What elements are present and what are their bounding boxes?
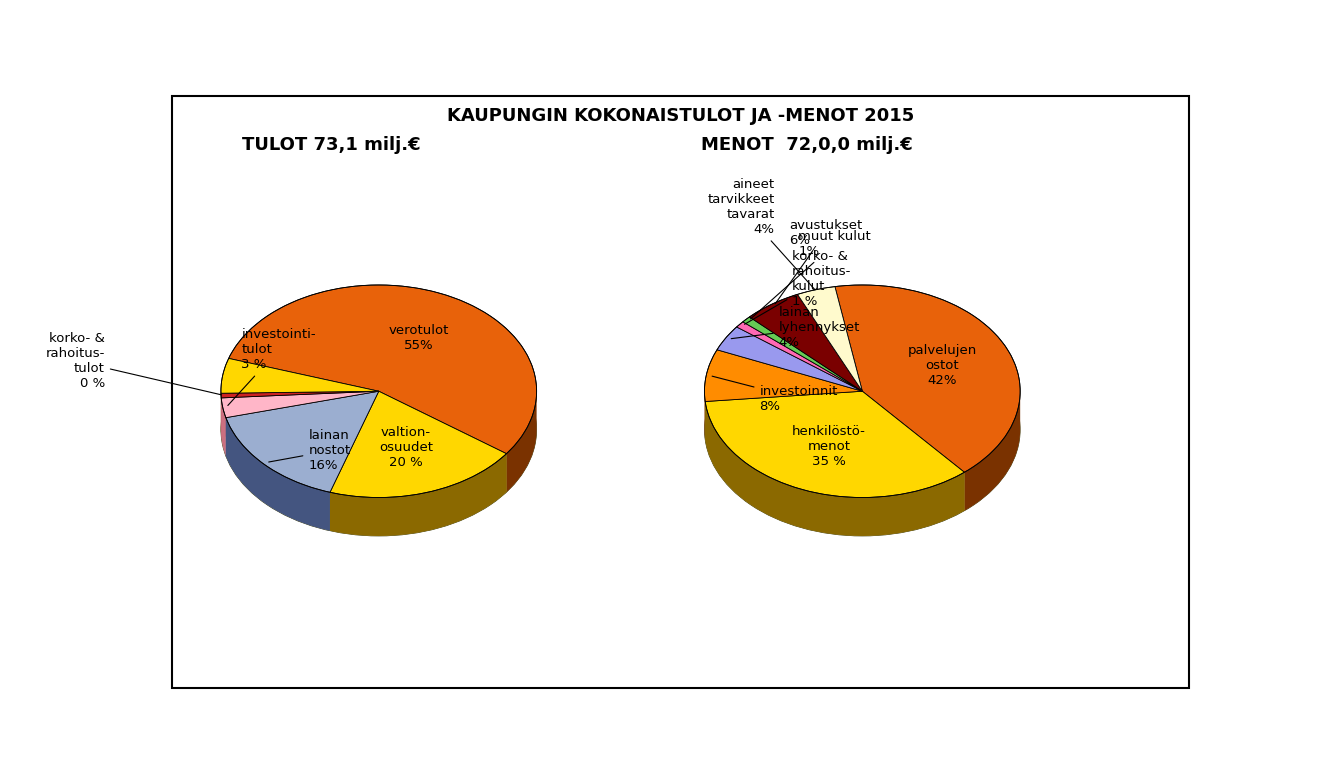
Polygon shape — [226, 392, 378, 493]
Polygon shape — [329, 392, 378, 531]
Text: korko- &
rahoitus-
kulut
1 %: korko- & rahoitus- kulut 1 % — [745, 250, 851, 324]
Polygon shape — [220, 392, 378, 398]
Polygon shape — [378, 392, 506, 492]
Polygon shape — [222, 398, 226, 456]
Text: verotulot
55%: verotulot 55% — [389, 324, 449, 352]
Polygon shape — [798, 287, 862, 392]
Polygon shape — [220, 358, 378, 393]
Text: MENOT  72,0,0 milj.€: MENOT 72,0,0 milj.€ — [701, 136, 912, 154]
Polygon shape — [862, 392, 964, 510]
Text: investoinnit
8%: investoinnit 8% — [712, 376, 838, 413]
Polygon shape — [717, 327, 862, 392]
Polygon shape — [220, 392, 378, 432]
Polygon shape — [705, 402, 964, 536]
Text: investointi-
tulot
3 %: investointi- tulot 3 % — [228, 328, 316, 406]
Polygon shape — [226, 392, 378, 456]
Polygon shape — [704, 350, 862, 402]
Text: muut kulut
1%: muut kulut 1% — [750, 230, 871, 319]
Text: KAUPUNGIN KOKONAISTULOT JA -MENOT 2015: KAUPUNGIN KOKONAISTULOT JA -MENOT 2015 — [448, 106, 914, 124]
Polygon shape — [329, 392, 378, 531]
Text: valtion-
osuudet
20 %: valtion- osuudet 20 % — [378, 427, 433, 469]
Polygon shape — [835, 285, 1020, 472]
Polygon shape — [226, 418, 329, 531]
Polygon shape — [226, 392, 378, 456]
Polygon shape — [737, 322, 862, 392]
Polygon shape — [862, 392, 964, 510]
Polygon shape — [705, 392, 862, 440]
Polygon shape — [222, 392, 378, 437]
Polygon shape — [329, 454, 506, 536]
Polygon shape — [222, 392, 378, 437]
Text: korko- &
rahoitus-
tulot
0 %: korko- & rahoitus- tulot 0 % — [45, 332, 222, 395]
Polygon shape — [506, 392, 537, 492]
Polygon shape — [228, 285, 537, 454]
Text: TULOT 73,1 milj.€: TULOT 73,1 milj.€ — [243, 136, 421, 154]
Text: avustukset
6%: avustukset 6% — [776, 219, 862, 304]
Polygon shape — [220, 392, 378, 432]
Polygon shape — [749, 294, 862, 392]
Text: lainan
nostot
16%: lainan nostot 16% — [268, 430, 351, 472]
Polygon shape — [222, 392, 378, 418]
Text: lainan
lyhennykset
4%: lainan lyhennykset 4% — [732, 306, 861, 349]
Text: aineet
tarvikkeet
tavarat
4%: aineet tarvikkeet tavarat 4% — [706, 178, 815, 290]
Polygon shape — [705, 392, 964, 497]
Polygon shape — [964, 392, 1020, 510]
Text: henkilöstö-
menot
35 %: henkilöstö- menot 35 % — [793, 425, 866, 468]
Polygon shape — [705, 392, 862, 440]
Text: palvelujen
ostot
42%: palvelujen ostot 42% — [908, 344, 977, 388]
Polygon shape — [742, 317, 862, 392]
Polygon shape — [329, 392, 506, 497]
Polygon shape — [378, 392, 506, 492]
